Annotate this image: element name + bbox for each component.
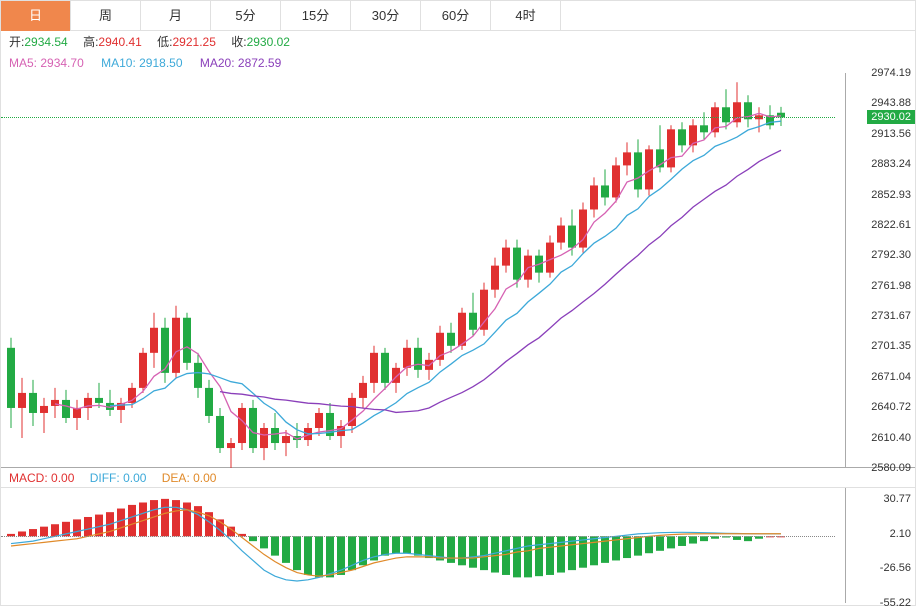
price-tick: 2731.67 — [871, 310, 911, 322]
candlestick-chart[interactable]: 2974.192943.882913.562883.242852.932822.… — [1, 73, 915, 468]
price-tick: 2792.30 — [871, 249, 911, 261]
ma-info: MA5: 2934.70 MA10: 2918.50 MA20: 2872.59 — [1, 53, 915, 73]
high-label: 高: — [83, 35, 98, 49]
macd-tick: -55.22 — [880, 597, 911, 609]
tab-4时[interactable]: 4时 — [491, 1, 561, 31]
ma20-label: MA20: 2872.59 — [200, 56, 281, 70]
open-label: 开: — [9, 35, 24, 49]
price-tick: 2943.88 — [871, 97, 911, 109]
dea-label: DEA: 0.00 — [162, 471, 217, 485]
price-axis: 2974.192943.882913.562883.242852.932822.… — [845, 73, 915, 467]
price-tick: 2580.09 — [871, 462, 911, 474]
tab-30分[interactable]: 30分 — [351, 1, 421, 31]
macd-axis: 30.772.10-26.56-55.22 — [845, 488, 915, 603]
ma5-label: MA5: 2934.70 — [9, 56, 84, 70]
ma10-label: MA10: 2918.50 — [101, 56, 182, 70]
tab-月[interactable]: 月 — [141, 1, 211, 31]
tab-60分[interactable]: 60分 — [421, 1, 491, 31]
open-val: 2934.54 — [24, 35, 67, 49]
ohlc-info: 开:2934.54 高:2940.41 低:2921.25 收:2930.02 — [1, 31, 915, 53]
main-chart-svg — [1, 73, 835, 468]
high-val: 2940.41 — [98, 35, 141, 49]
last-price-line — [1, 117, 835, 118]
macd-info: MACD: 0.00 DIFF: 0.00 DEA: 0.00 — [1, 468, 915, 488]
price-tick: 2974.19 — [871, 67, 911, 79]
tab-15分[interactable]: 15分 — [281, 1, 351, 31]
tab-5分[interactable]: 5分 — [211, 1, 281, 31]
low-label: 低: — [157, 35, 172, 49]
price-tick: 2640.72 — [871, 401, 911, 413]
tab-周[interactable]: 周 — [71, 1, 141, 31]
price-tick: 2822.61 — [871, 219, 911, 231]
tab-日[interactable]: 日 — [1, 1, 71, 31]
macd-label: MACD: 0.00 — [9, 471, 74, 485]
period-tabs: 日周月5分15分30分60分4时 — [1, 1, 915, 31]
diff-label: DIFF: 0.00 — [90, 471, 147, 485]
macd-tick: 2.10 — [890, 528, 911, 540]
close-label: 收: — [231, 35, 246, 49]
price-tick: 2913.56 — [871, 128, 911, 140]
last-price-tag: 2930.02 — [867, 110, 915, 124]
macd-tick: 30.77 — [883, 493, 911, 505]
price-tick: 2610.40 — [871, 432, 911, 444]
macd-tick: -26.56 — [880, 562, 911, 574]
low-val: 2921.25 — [173, 35, 216, 49]
price-tick: 2671.04 — [871, 371, 911, 383]
macd-zero-line — [1, 536, 835, 537]
close-val: 2930.02 — [247, 35, 290, 49]
price-tick: 2701.35 — [871, 340, 911, 352]
macd-chart-svg — [1, 488, 835, 603]
macd-chart[interactable]: 30.772.10-26.56-55.22 — [1, 488, 915, 603]
price-tick: 2761.98 — [871, 280, 911, 292]
price-tick: 2852.93 — [871, 189, 911, 201]
price-tick: 2883.24 — [871, 158, 911, 170]
